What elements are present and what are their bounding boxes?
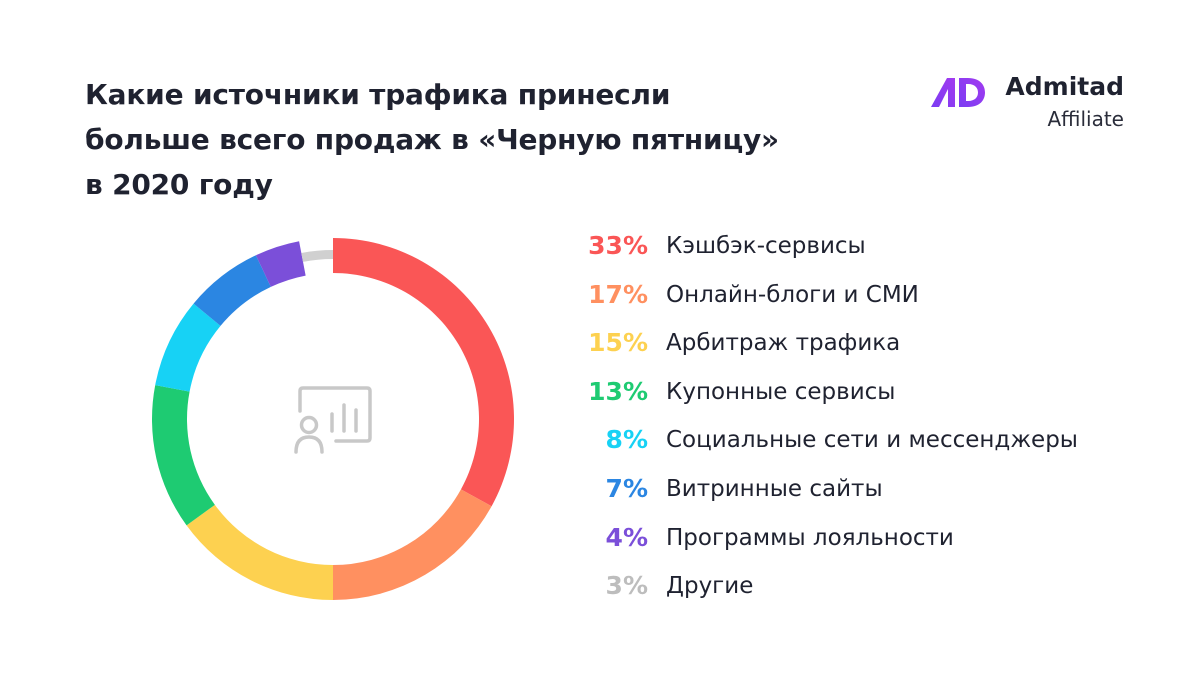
presentation-chart-icon [294, 386, 372, 454]
legend-label: Программы лояльности [666, 524, 954, 551]
donut-slice-2 [333, 489, 492, 600]
donut-slice-6 [193, 255, 271, 326]
chart-legend: 33% Кэшбэк-сервисы 17% Онлайн-блоги и СМИ 15… [560, 225, 1180, 614]
legend-item: 8% Социальные сети и мессенджеры [560, 419, 1180, 468]
chart-title-line-1: Какие источники трафика принесли [85, 78, 671, 111]
legend-percent: 17% [588, 279, 648, 309]
legend-item: 3% Другие [560, 565, 1180, 614]
donut-slice-8 [301, 250, 333, 262]
donut-slice-3 [186, 504, 333, 600]
chart-title: Какие источники трафика принесли больше … [85, 72, 845, 207]
legend-item: 33% Кэшбэк-сервисы [560, 225, 1180, 274]
legend-label: Кэшбэк-сервисы [666, 233, 866, 259]
legend-label: Арбитраж трафика [666, 330, 901, 357]
admitad-logo-icon [931, 78, 985, 107]
brand-subtitle: Affiliate [1047, 107, 1124, 131]
legend-item: 17% Онлайн-блоги и СМИ [560, 274, 1180, 323]
donut-slice-4 [152, 385, 215, 526]
chart-title-line-2: больше всего продаж в «Черную пятницу» [85, 123, 779, 156]
legend-item: 7% Витринные сайты [560, 468, 1180, 517]
legend-label: Купонные сервисы [666, 378, 896, 405]
legend-item: 13% Купонные сервисы [560, 371, 1180, 420]
donut-chart [143, 229, 523, 609]
legend-percent: 15% [588, 328, 648, 358]
legend-percent: 13% [588, 376, 648, 406]
brand-logo: Admitad Affiliate [924, 70, 1124, 134]
legend-percent: 4% [605, 522, 648, 552]
legend-percent: 8% [605, 425, 648, 455]
legend-label: Витринные сайты [666, 475, 883, 502]
donut-chart-svg [152, 238, 514, 600]
legend-label: Социальные сети и мессенджеры [666, 427, 1078, 454]
legend-item: 15% Арбитраж трафика [560, 322, 1180, 371]
legend-percent: 33% [588, 231, 648, 260]
chart-title-line-3: в 2020 году [85, 168, 273, 201]
legend-label: Другие [666, 573, 754, 600]
donut-slice-1 [333, 238, 514, 507]
donut-slice-5 [155, 303, 221, 392]
brand-name: Admitad [1005, 72, 1124, 101]
donut-slice-7 [255, 241, 306, 287]
legend-label: Онлайн-блоги и СМИ [666, 281, 919, 308]
legend-percent: 3% [605, 571, 648, 601]
legend-item: 4% Программы лояльности [560, 517, 1180, 566]
legend-percent: 7% [605, 473, 648, 503]
